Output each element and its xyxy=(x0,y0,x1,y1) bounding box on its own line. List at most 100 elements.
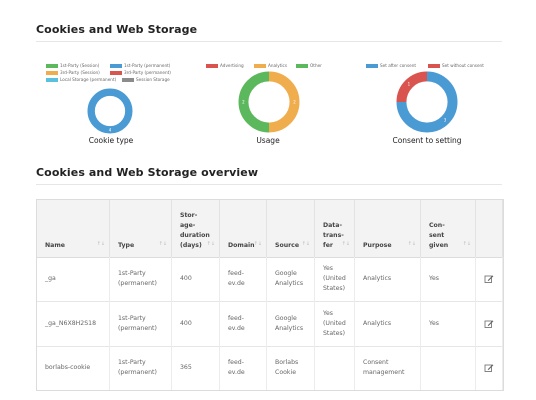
cell-type: 1st-Party (permanent) xyxy=(110,346,172,390)
cell-purpose: Analytics xyxy=(355,301,421,346)
table-header: Name ↑↓ Type ↑↓ Stor- age- duration (days) ↑↓… xyxy=(37,200,503,258)
legend-item[interactable]: 1st-Party (Session) xyxy=(46,62,99,69)
cell-purpose: Consent management xyxy=(355,346,421,390)
col-header-label: Data- trans- fer xyxy=(323,222,344,249)
col-header-domain[interactable]: Domain ↑↓ xyxy=(220,200,267,257)
cell-name: _ga xyxy=(37,257,110,301)
col-header-consent-given[interactable]: Con- sent given ↑↓ xyxy=(421,200,476,257)
legend-item[interactable]: 3rd-Party (Session) xyxy=(46,69,100,76)
cell-text: Yes (United States) xyxy=(323,309,346,337)
legend-swatch xyxy=(110,71,122,75)
legend-item[interactable]: Set without consent xyxy=(428,62,484,69)
legend-item[interactable]: Local Storage (permanent) xyxy=(46,76,116,83)
overview-section-title: Cookies and Web Storage overview xyxy=(36,166,259,179)
chart-label-consent: Consent to setting xyxy=(392,136,462,145)
legend-swatch xyxy=(428,64,440,68)
cell-type: 1st-Party (permanent) xyxy=(110,301,172,346)
cell-source: Borlabs Cookie xyxy=(267,346,315,390)
legend-item[interactable]: Set after consent xyxy=(366,62,416,69)
cell-name: _ga_N6X8H2S18 xyxy=(37,301,110,346)
col-header-type[interactable]: Type ↑↓ xyxy=(110,200,172,257)
sort-arrows-icon[interactable]: ↑↓ xyxy=(206,241,215,247)
chart-label-usage: Usage xyxy=(256,136,280,145)
legend-swatch xyxy=(296,64,308,68)
col-header-label: Domain xyxy=(228,242,255,249)
legend-swatch xyxy=(366,64,378,68)
donut-slice[interactable] xyxy=(396,71,458,133)
cell-domain: feed- ev.de xyxy=(220,346,267,390)
legend-swatch xyxy=(46,78,58,82)
col-header-label: Name xyxy=(45,242,65,249)
donut-cookie-type: 4 xyxy=(87,88,133,134)
col-header-data-transfer[interactable]: Data- trans- fer ↑↓ xyxy=(315,200,355,257)
cell-text: Yes xyxy=(429,319,439,327)
cell-type: 1st-Party (permanent) xyxy=(110,257,172,301)
cell-text: 1st-Party (permanent) xyxy=(118,359,157,376)
cell-text: Yes xyxy=(429,275,439,282)
cell-text: 365 xyxy=(180,364,192,371)
edit-icon[interactable] xyxy=(484,363,494,373)
cell-text: Borlabs Cookie xyxy=(275,359,299,376)
col-header-name[interactable]: Name ↑↓ xyxy=(37,200,110,257)
table-row: _ga_N6X8H2S18 1st-Party (permanent) 400 fee… xyxy=(37,301,503,347)
col-header-storage-duration[interactable]: Stor- age- duration (days) ↑↓ xyxy=(172,200,220,257)
cell-domain: feed- ev.de xyxy=(220,257,267,301)
table-row: borlabs-cookie 1st-Party (permanent) 365 fe… xyxy=(37,346,503,390)
col-header-actions xyxy=(476,200,503,257)
cell-consent-given: Yes xyxy=(421,301,476,346)
cell-text: 400 xyxy=(180,319,192,327)
donut-slice-label: 2 xyxy=(293,100,296,105)
legend-item[interactable]: Advertising xyxy=(206,62,244,69)
cell-text: 400 xyxy=(180,275,192,282)
legend-swatch xyxy=(46,71,58,75)
cell-consent-given: Yes xyxy=(421,257,476,301)
sort-arrows-icon[interactable]: ↑↓ xyxy=(407,241,416,247)
sort-arrows-icon[interactable]: ↑↓ xyxy=(96,241,105,247)
legend-item[interactable]: Other xyxy=(296,62,322,69)
cell-text: Google Analytics xyxy=(275,270,304,287)
cell-storage-duration: 365 xyxy=(172,346,220,390)
cell-name: borlabs-cookie xyxy=(37,346,110,390)
cell-text: Analytics xyxy=(363,319,392,327)
sort-arrows-icon[interactable]: ↑↓ xyxy=(301,241,310,247)
cell-text: Yes (United States) xyxy=(323,265,346,292)
sort-arrows-icon[interactable]: ↑↓ xyxy=(341,241,350,247)
donut-slice[interactable] xyxy=(238,71,270,133)
donut-usage: 22 xyxy=(238,71,300,133)
col-header-purpose[interactable]: Purpose ↑↓ xyxy=(355,200,421,257)
sort-arrows-icon[interactable]: ↑↓ xyxy=(462,241,471,247)
cell-text: _ga xyxy=(45,275,56,282)
donut-slice-label: 2 xyxy=(242,100,245,105)
legend-swatch xyxy=(122,78,134,82)
cell-data-transfer: Yes (United States) xyxy=(315,301,355,346)
donut-slice-label: 3 xyxy=(444,118,447,123)
cell-consent-given xyxy=(421,346,476,390)
cell-text: feed- ev.de xyxy=(228,314,245,332)
col-header-label: Source xyxy=(275,242,300,249)
donut-slice-label: 4 xyxy=(109,127,112,132)
edit-icon[interactable] xyxy=(484,274,494,284)
edit-icon[interactable] xyxy=(484,319,494,329)
cell-storage-duration: 400 xyxy=(172,257,220,301)
col-header-source[interactable]: Source ↑↓ xyxy=(267,200,315,257)
cell-text: borlabs-cookie xyxy=(45,364,91,371)
cell-actions xyxy=(476,301,503,346)
legend-item[interactable]: 1st-Party (permanent) xyxy=(110,62,170,69)
cell-text: 1st-Party (permanent) xyxy=(118,270,157,287)
donut-slice[interactable] xyxy=(87,88,133,134)
legend-item[interactable]: Session Storage xyxy=(122,76,170,83)
cell-source: Google Analytics xyxy=(267,257,315,301)
cell-source: Google Analytics xyxy=(267,301,315,346)
donut-slice[interactable] xyxy=(268,71,300,133)
legend-usage: Advertising Analytics Other xyxy=(206,62,346,72)
donut-slice[interactable] xyxy=(396,71,428,103)
legend-swatch xyxy=(46,64,58,68)
sort-arrows-icon[interactable]: ↑↓ xyxy=(158,241,167,247)
legend-item[interactable]: 3rd-Party (permanent) xyxy=(110,69,171,76)
cell-purpose: Analytics xyxy=(355,257,421,301)
cell-actions xyxy=(476,257,503,301)
sort-arrows-icon[interactable]: ↑↓ xyxy=(253,241,262,247)
legend-item[interactable]: Analytics xyxy=(254,62,287,69)
